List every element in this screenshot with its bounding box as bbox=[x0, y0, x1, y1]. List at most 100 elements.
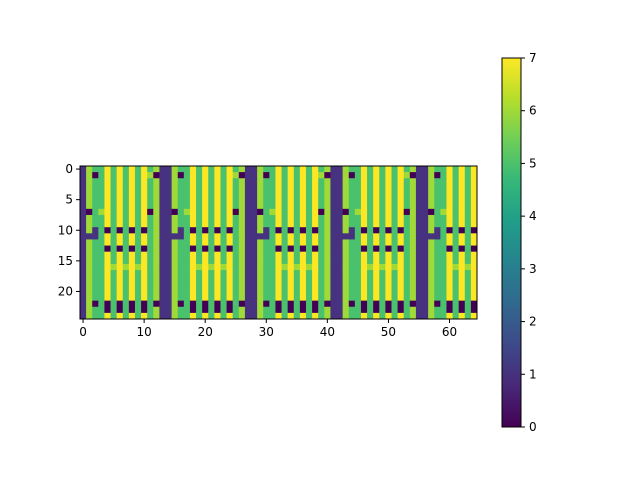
heatmap-cell bbox=[434, 202, 441, 210]
heatmap-cell bbox=[305, 294, 313, 302]
heatmap-cell bbox=[80, 172, 87, 179]
heatmap-cell bbox=[470, 221, 478, 228]
heatmap-cell bbox=[470, 172, 478, 179]
heatmap-cell bbox=[324, 227, 331, 234]
heatmap-cell bbox=[220, 166, 227, 173]
heatmap-cell bbox=[360, 245, 368, 253]
heatmap-cell bbox=[177, 166, 185, 173]
heatmap-cell bbox=[330, 294, 337, 302]
heatmap-cell bbox=[110, 190, 118, 197]
heatmap-cell bbox=[128, 263, 136, 271]
heatmap-cell bbox=[385, 221, 392, 228]
heatmap-cell bbox=[299, 227, 307, 234]
heatmap-cell bbox=[251, 288, 258, 295]
heatmap-cell bbox=[183, 282, 191, 289]
heatmap-cell bbox=[202, 257, 209, 265]
heatmap-cell bbox=[409, 263, 417, 271]
heatmap-cell bbox=[434, 312, 441, 320]
heatmap-cell bbox=[251, 184, 258, 191]
heatmap-cell bbox=[196, 282, 203, 289]
heatmap-cell bbox=[220, 245, 227, 253]
heatmap-cell bbox=[122, 312, 130, 320]
heatmap-cell bbox=[189, 263, 197, 271]
heatmap-cell bbox=[232, 263, 240, 271]
heatmap-cell bbox=[134, 270, 142, 277]
heatmap-cell bbox=[86, 239, 93, 246]
heatmap-cell bbox=[440, 263, 447, 271]
heatmap-cell bbox=[86, 227, 93, 234]
heatmap-cell bbox=[342, 184, 350, 191]
heatmap-cell bbox=[373, 196, 380, 204]
heatmap-cell bbox=[263, 202, 270, 210]
heatmap-cell bbox=[275, 202, 282, 210]
heatmap-cell bbox=[104, 227, 111, 234]
heatmap-cell bbox=[305, 306, 313, 314]
heatmap-cell bbox=[147, 257, 154, 265]
heatmap-cell bbox=[452, 184, 460, 191]
heatmap-cell bbox=[165, 172, 173, 179]
heatmap-cell bbox=[226, 270, 234, 277]
heatmap-cell bbox=[177, 270, 185, 277]
heatmap-cell bbox=[379, 202, 386, 210]
heatmap-cell bbox=[293, 184, 301, 191]
heatmap-cell bbox=[287, 270, 295, 277]
heatmap-cell bbox=[318, 294, 325, 302]
heatmap-cell bbox=[360, 276, 368, 283]
colorbar-tick-label: 5 bbox=[529, 156, 537, 170]
heatmap-cell bbox=[318, 208, 325, 216]
heatmap-cell bbox=[165, 196, 173, 204]
heatmap-cell bbox=[293, 270, 301, 277]
x-axis: 0 10 20 30 40 50 60 bbox=[79, 319, 457, 339]
heatmap-cell bbox=[238, 172, 246, 179]
heatmap-cell bbox=[122, 300, 130, 308]
heatmap-cell bbox=[342, 190, 350, 197]
heatmap-cell bbox=[409, 208, 417, 216]
heatmap-cell bbox=[220, 288, 227, 295]
heatmap-cell bbox=[336, 270, 344, 277]
heatmap-cell bbox=[98, 312, 105, 320]
heatmap-cell bbox=[189, 166, 197, 173]
heatmap-cell bbox=[177, 312, 185, 320]
heatmap-cell bbox=[244, 166, 252, 173]
heatmap-cell bbox=[428, 196, 435, 204]
heatmap-cell bbox=[80, 306, 87, 314]
heatmap-cell bbox=[348, 251, 356, 259]
heatmap-cell bbox=[122, 239, 130, 246]
heatmap-cell bbox=[165, 233, 173, 240]
heatmap-cell bbox=[281, 239, 289, 246]
heatmap-cell bbox=[104, 276, 111, 283]
heatmap-cell bbox=[299, 282, 307, 289]
heatmap-cell bbox=[360, 233, 368, 240]
heatmap-cell bbox=[244, 202, 252, 210]
heatmap-cell bbox=[342, 288, 350, 295]
heatmap-cell bbox=[153, 178, 160, 185]
heatmap-cell bbox=[128, 312, 136, 320]
heatmap-cell bbox=[238, 227, 246, 234]
heatmap-cell bbox=[116, 276, 124, 283]
heatmap-cell bbox=[226, 239, 234, 246]
heatmap-cell bbox=[159, 312, 166, 320]
heatmap-cell bbox=[116, 178, 124, 185]
heatmap-cell bbox=[385, 276, 392, 283]
heatmap-cell bbox=[147, 202, 154, 210]
heatmap-cell bbox=[86, 202, 93, 210]
heatmap-cell bbox=[391, 270, 398, 277]
heatmap-cell bbox=[269, 233, 276, 240]
heatmap-cell bbox=[171, 288, 179, 295]
heatmap-cell bbox=[171, 208, 179, 216]
heatmap-cell bbox=[104, 172, 111, 179]
heatmap-cell bbox=[104, 184, 111, 191]
heatmap-cell bbox=[330, 306, 337, 314]
heatmap-cell bbox=[269, 184, 276, 191]
heatmap-cell bbox=[183, 245, 191, 253]
heatmap-cell bbox=[104, 178, 111, 185]
heatmap-cell bbox=[244, 190, 252, 197]
heatmap-cell bbox=[379, 221, 386, 228]
heatmap-cell bbox=[324, 221, 331, 228]
heatmap-cell bbox=[324, 276, 331, 283]
heatmap-cell bbox=[287, 276, 295, 283]
heatmap-cell bbox=[452, 263, 460, 271]
heatmap-cell bbox=[354, 172, 362, 179]
heatmap-cell bbox=[80, 184, 87, 191]
heatmap-cell bbox=[208, 178, 215, 185]
